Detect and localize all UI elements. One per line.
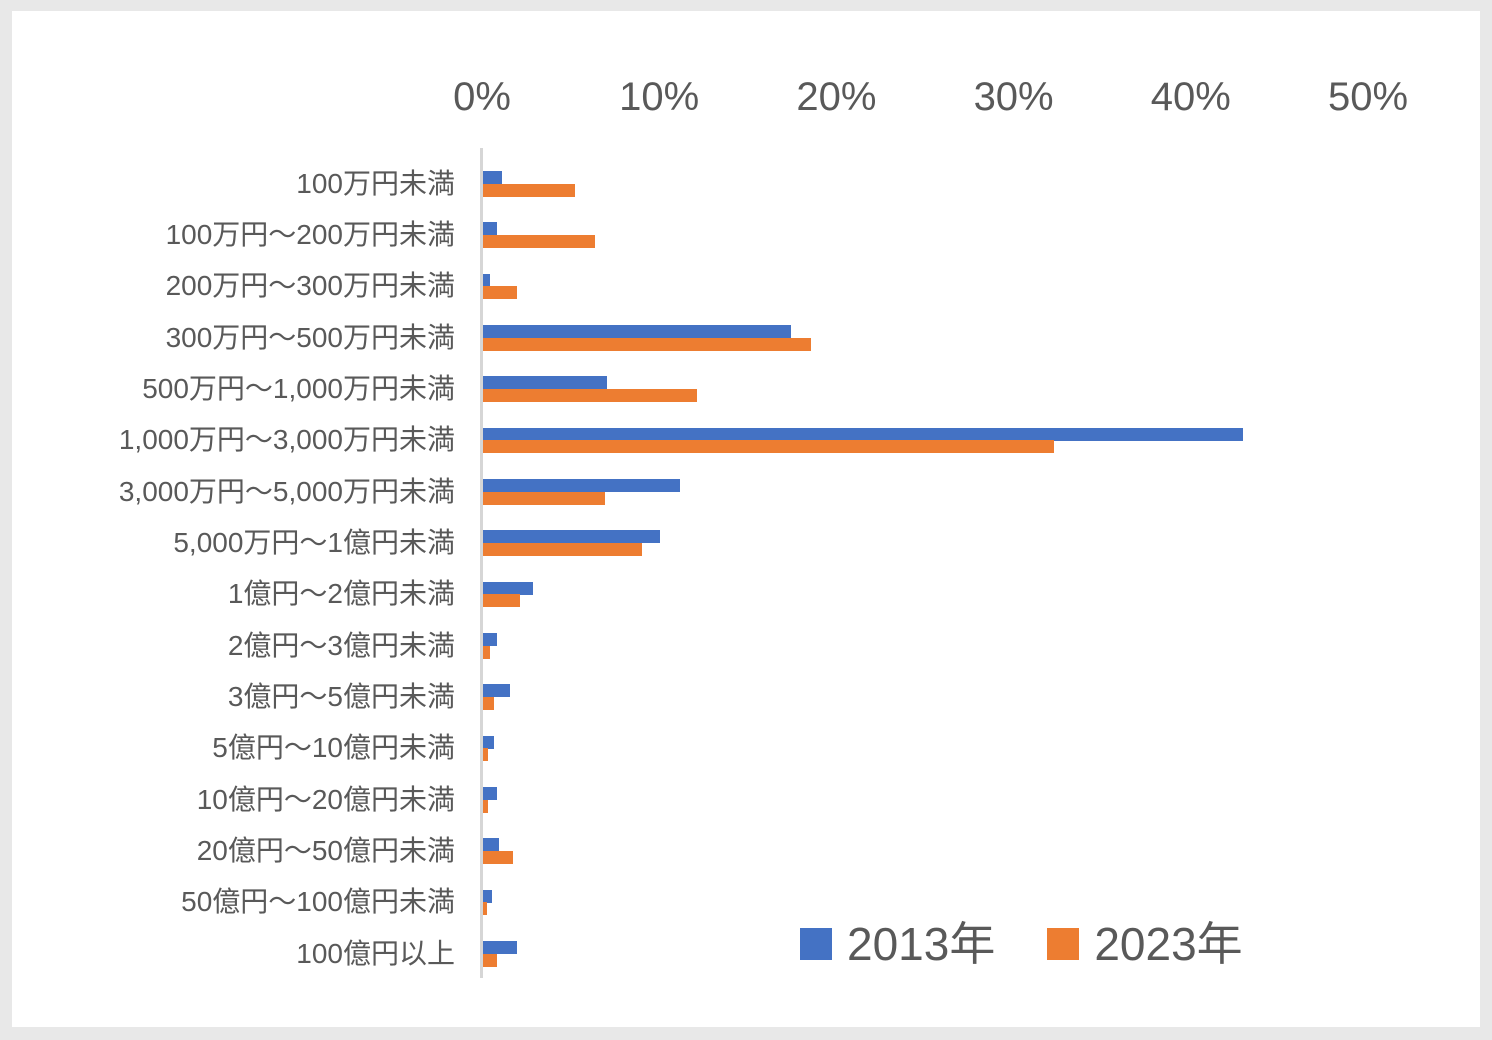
bar-2013年-11 xyxy=(483,735,494,749)
x-tick-30: 30% xyxy=(973,75,1054,119)
bar-2013年-12 xyxy=(483,787,498,801)
category-label: 1億円～2億円未満 xyxy=(227,578,455,610)
bar-2013年-7 xyxy=(483,530,661,544)
category-label: 10億円～20億円未満 xyxy=(196,783,455,815)
bar-2023年-14 xyxy=(483,902,487,916)
bar-2013年-5 xyxy=(483,427,1244,441)
legend-item-2013: 2013年 xyxy=(800,921,995,967)
bar-2023年-6 xyxy=(483,491,606,505)
bar-2013年-3 xyxy=(483,324,792,338)
bar-2023年-9 xyxy=(483,645,491,659)
bar-2023年-5 xyxy=(483,440,1054,454)
chart-card xyxy=(12,11,1480,1027)
x-tick-40: 40% xyxy=(1150,75,1231,119)
category-label: 3,000万円～5,000万円未満 xyxy=(118,475,455,507)
category-label: 100億円以上 xyxy=(296,937,455,969)
bar-2013年-2 xyxy=(483,273,491,287)
bar-2013年-15 xyxy=(483,941,517,955)
bar-2023年-7 xyxy=(483,542,643,556)
category-label: 500万円～1,000万円未満 xyxy=(142,372,455,404)
bar-2013年-14 xyxy=(483,889,492,903)
category-label: 50億円～100億円未満 xyxy=(181,886,455,918)
legend: 2013年 2023年 xyxy=(800,921,1243,967)
bar-2023年-12 xyxy=(483,799,489,813)
bar-2023年-4 xyxy=(483,388,698,402)
legend-swatch-2023 xyxy=(1047,928,1080,960)
legend-item-2023: 2023年 xyxy=(1047,918,1243,970)
legend-label-2013: 2013年 xyxy=(847,918,996,970)
bar-2023年-0 xyxy=(483,183,576,197)
bar-2013年-13 xyxy=(483,838,499,852)
category-label: 100万円未満 xyxy=(296,167,455,199)
legend-label-2023: 2023年 xyxy=(1094,918,1243,970)
bar-2023年-2 xyxy=(483,286,517,300)
x-tick-10: 10% xyxy=(619,75,700,119)
bar-2023年-10 xyxy=(483,697,494,710)
x-tick-20: 20% xyxy=(796,75,877,119)
legend-swatch-2013 xyxy=(800,928,832,960)
bar-2013年-8 xyxy=(483,581,533,595)
category-label: 2億円～3億円未満 xyxy=(227,629,455,661)
bar-2023年-3 xyxy=(483,337,811,351)
category-label: 3億円～5億円未満 xyxy=(227,681,455,712)
bar-2013年-1 xyxy=(483,222,498,236)
bar-2013年-9 xyxy=(483,633,498,647)
category-label: 200万円～300万円未満 xyxy=(165,270,455,302)
category-label: 100万円～200万円未満 xyxy=(165,218,455,250)
bar-2023年-11 xyxy=(483,748,489,762)
bar-2013年-0 xyxy=(483,170,503,184)
category-label: 5,000万円～1億円未満 xyxy=(173,526,455,558)
bar-2013年-10 xyxy=(483,684,510,698)
bar-2013年-6 xyxy=(483,479,680,492)
bar-2013年-4 xyxy=(483,376,608,390)
bar-2023年-15 xyxy=(483,953,498,967)
bar-2023年-1 xyxy=(483,234,595,248)
y-axis-line xyxy=(480,148,483,978)
category-label: 20億円～50億円未満 xyxy=(196,835,455,867)
bar-2023年-8 xyxy=(483,594,521,608)
x-tick-50: 50% xyxy=(1327,75,1409,119)
x-tick-0: 0% xyxy=(453,75,511,119)
category-label: 1,000万円～3,000万円未満 xyxy=(118,424,455,456)
bar-2023年-13 xyxy=(483,851,514,865)
category-label: 5億円～10億円未満 xyxy=(212,732,455,764)
category-label: 300万円～500万円未満 xyxy=(165,321,455,353)
